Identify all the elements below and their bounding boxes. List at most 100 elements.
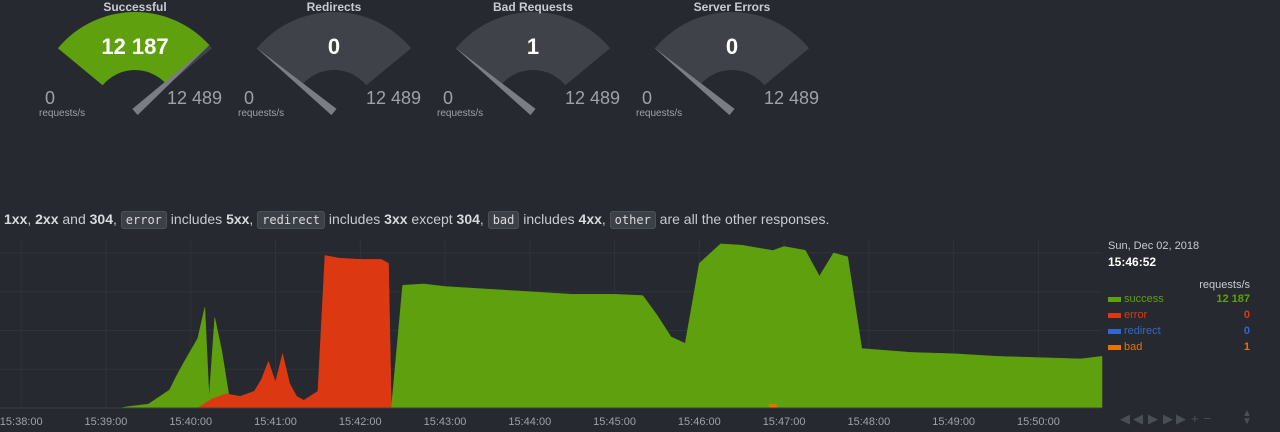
series-error-area: [196, 255, 392, 409]
gauge-needle: [653, 46, 735, 116]
gauge-min: 0: [443, 88, 454, 108]
gauge-min: 0: [244, 88, 255, 108]
legend-date: Sun, Dec 02, 2018: [1108, 240, 1200, 252]
gauge-value: 0: [327, 34, 341, 59]
legend-name: error: [1124, 309, 1148, 321]
gauge-unit: requests/s: [636, 108, 683, 119]
responses-chart[interactable]: 15:38:00 15:39:00 15:40:00 15:41:00 15:42:00…: [0, 240, 1104, 432]
gauge-value: 12 187: [101, 34, 169, 59]
legend-swatch: [1108, 345, 1121, 350]
x-tick-label: 15:46:00: [678, 416, 721, 428]
gauge-max: 12 489: [167, 88, 223, 108]
gauge-needle: [454, 46, 536, 116]
gauge-title: Successful: [103, 0, 167, 14]
legend-units: requests/s: [1199, 279, 1250, 291]
legend-name: success: [1124, 293, 1164, 305]
play-button[interactable]: ▶: [1148, 411, 1161, 426]
desc-text: ,: [601, 211, 610, 227]
forward-button[interactable]: ▶▶: [1163, 411, 1189, 426]
legend-swatch: [1108, 329, 1121, 334]
chart-description: 1xx, 2xx and 304, error includes 5xx, re…: [4, 211, 830, 229]
gauge-bad-requests-dial: [454, 12, 611, 116]
gauge-title: Bad Requests: [492, 0, 574, 14]
gauge-max: 12 489: [366, 88, 422, 108]
zoom-out-button[interactable]: −: [1203, 411, 1215, 426]
gauge-track: [455, 12, 611, 86]
desc-text: 4xx: [578, 211, 602, 227]
gauge-max: 12 489: [565, 88, 621, 108]
gauge-title: Redirects: [306, 0, 362, 14]
gauge-value: 1: [526, 34, 540, 59]
gauge-redirects: Redirects 0 0 12 489 requests/s: [238, 0, 444, 125]
x-tick-label: 15:49:00: [932, 416, 975, 428]
gauge-min: 0: [642, 88, 653, 108]
gauge-server-errors-dial: [653, 12, 810, 116]
gauge-needle: [255, 46, 337, 116]
gauge-needle: [132, 43, 211, 115]
code-other: other: [609, 211, 656, 229]
legend-value: 0: [1243, 325, 1250, 337]
x-tick-label: 15:39:00: [85, 416, 128, 428]
desc-text: ,: [249, 211, 258, 227]
gauge-unit: requests/s: [39, 108, 86, 119]
x-tick-label: 15:38:00: [0, 416, 43, 428]
legend-item-success[interactable]: success 12 187: [1108, 291, 1250, 307]
x-tick-label: 15:42:00: [339, 416, 382, 428]
legend-item-redirect[interactable]: redirect 0: [1108, 323, 1250, 339]
desc-text: 304: [89, 211, 113, 227]
legend-item-bad[interactable]: bad 1: [1108, 339, 1250, 355]
legend-swatch: [1108, 297, 1121, 302]
gauge-server-errors: Server Errors 0 0 12 489 requests/s: [636, 0, 842, 125]
legend-item-error[interactable]: error 0: [1108, 307, 1250, 323]
series-success-area: [120, 307, 234, 409]
gauge-redirects-dial: [255, 12, 412, 116]
desc-text: includes: [166, 211, 227, 227]
x-tick-label: 15:44:00: [508, 416, 551, 428]
gauge-track: [654, 12, 810, 86]
desc-text: except: [407, 211, 457, 227]
x-tick-label: 15:48:00: [847, 416, 890, 428]
desc-text: 3xx: [384, 211, 408, 227]
desc-text: are all the other responses.: [655, 211, 830, 227]
gauge-successful: Successful 12 187 0 12 489 requests/s: [39, 0, 245, 125]
legend-name: redirect: [1124, 325, 1161, 337]
gauge-value: 0: [725, 34, 739, 59]
x-tick-label: 15:41:00: [254, 416, 297, 428]
gauge-track: [256, 12, 412, 86]
gauge-unit: requests/s: [238, 108, 285, 119]
chart-toolbox: ◀◀ ▶ ▶▶ + −: [1120, 411, 1216, 427]
gauge-successful-dial: [57, 12, 213, 115]
x-tick-label: 15:47:00: [763, 416, 806, 428]
desc-text: 304: [456, 211, 480, 227]
x-tick-label: 15:40:00: [169, 416, 212, 428]
series-bad-marker: [768, 404, 777, 408]
legend-name: bad: [1124, 341, 1143, 353]
legend-time: 15:46:52: [1108, 255, 1157, 269]
code-bad: bad: [487, 211, 520, 229]
gauge-fill: [57, 12, 210, 86]
legend-value: 0: [1243, 309, 1250, 321]
code-redirect: redirect: [257, 211, 325, 229]
desc-text: ,: [479, 211, 488, 227]
gauge-bad-requests: Bad Requests 1 0 12 489 requests/s: [437, 0, 643, 125]
gauge-max: 12 489: [764, 88, 820, 108]
x-tick-label: 15:50:00: [1017, 416, 1060, 428]
zoom-in-button[interactable]: +: [1191, 411, 1202, 426]
legend-value: 1: [1243, 341, 1250, 353]
gauge-unit: requests/s: [437, 108, 484, 119]
legend-value: 12 187: [1216, 293, 1250, 305]
x-tick-label: 15:45:00: [593, 416, 636, 428]
code-error: error: [120, 211, 167, 229]
resize-handle-icon[interactable]: ▲ ▼: [1242, 408, 1252, 427]
gauge-min: 0: [45, 88, 56, 108]
desc-text: 2xx: [35, 211, 59, 227]
gauge-title: Server Errors: [693, 0, 771, 14]
x-tick-label: 15:43:00: [424, 416, 467, 428]
desc-text: ,: [113, 211, 121, 227]
desc-text: includes: [519, 211, 579, 227]
rewind-button[interactable]: ◀◀: [1120, 411, 1146, 426]
desc-text: includes: [325, 211, 385, 227]
series-success-area: [391, 243, 1103, 409]
desc-text: and: [58, 211, 90, 227]
chart-legend: Sun, Dec 02, 2018 15:46:52 requests/s su…: [1108, 240, 1250, 355]
